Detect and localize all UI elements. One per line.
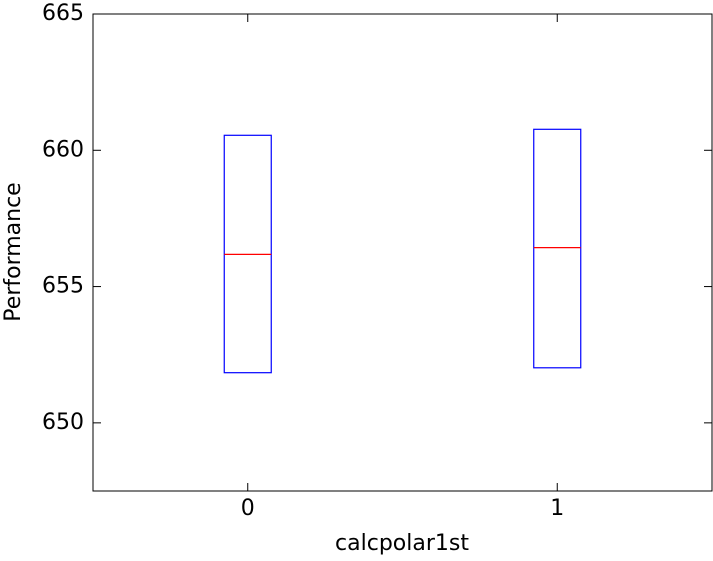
- x-tick-label: 1: [550, 496, 564, 521]
- plot-frame: [92, 13, 713, 492]
- y-tick-label: 655: [42, 274, 84, 299]
- y-tick-label: 650: [42, 410, 84, 435]
- x-axis-label: calcpolar1st: [335, 531, 469, 556]
- y-axis-label: Performance: [1, 182, 26, 321]
- box: [533, 128, 582, 369]
- y-tick-label: 660: [42, 137, 84, 162]
- y-tick-label: 665: [42, 1, 84, 26]
- x-tick-label: 0: [241, 496, 255, 521]
